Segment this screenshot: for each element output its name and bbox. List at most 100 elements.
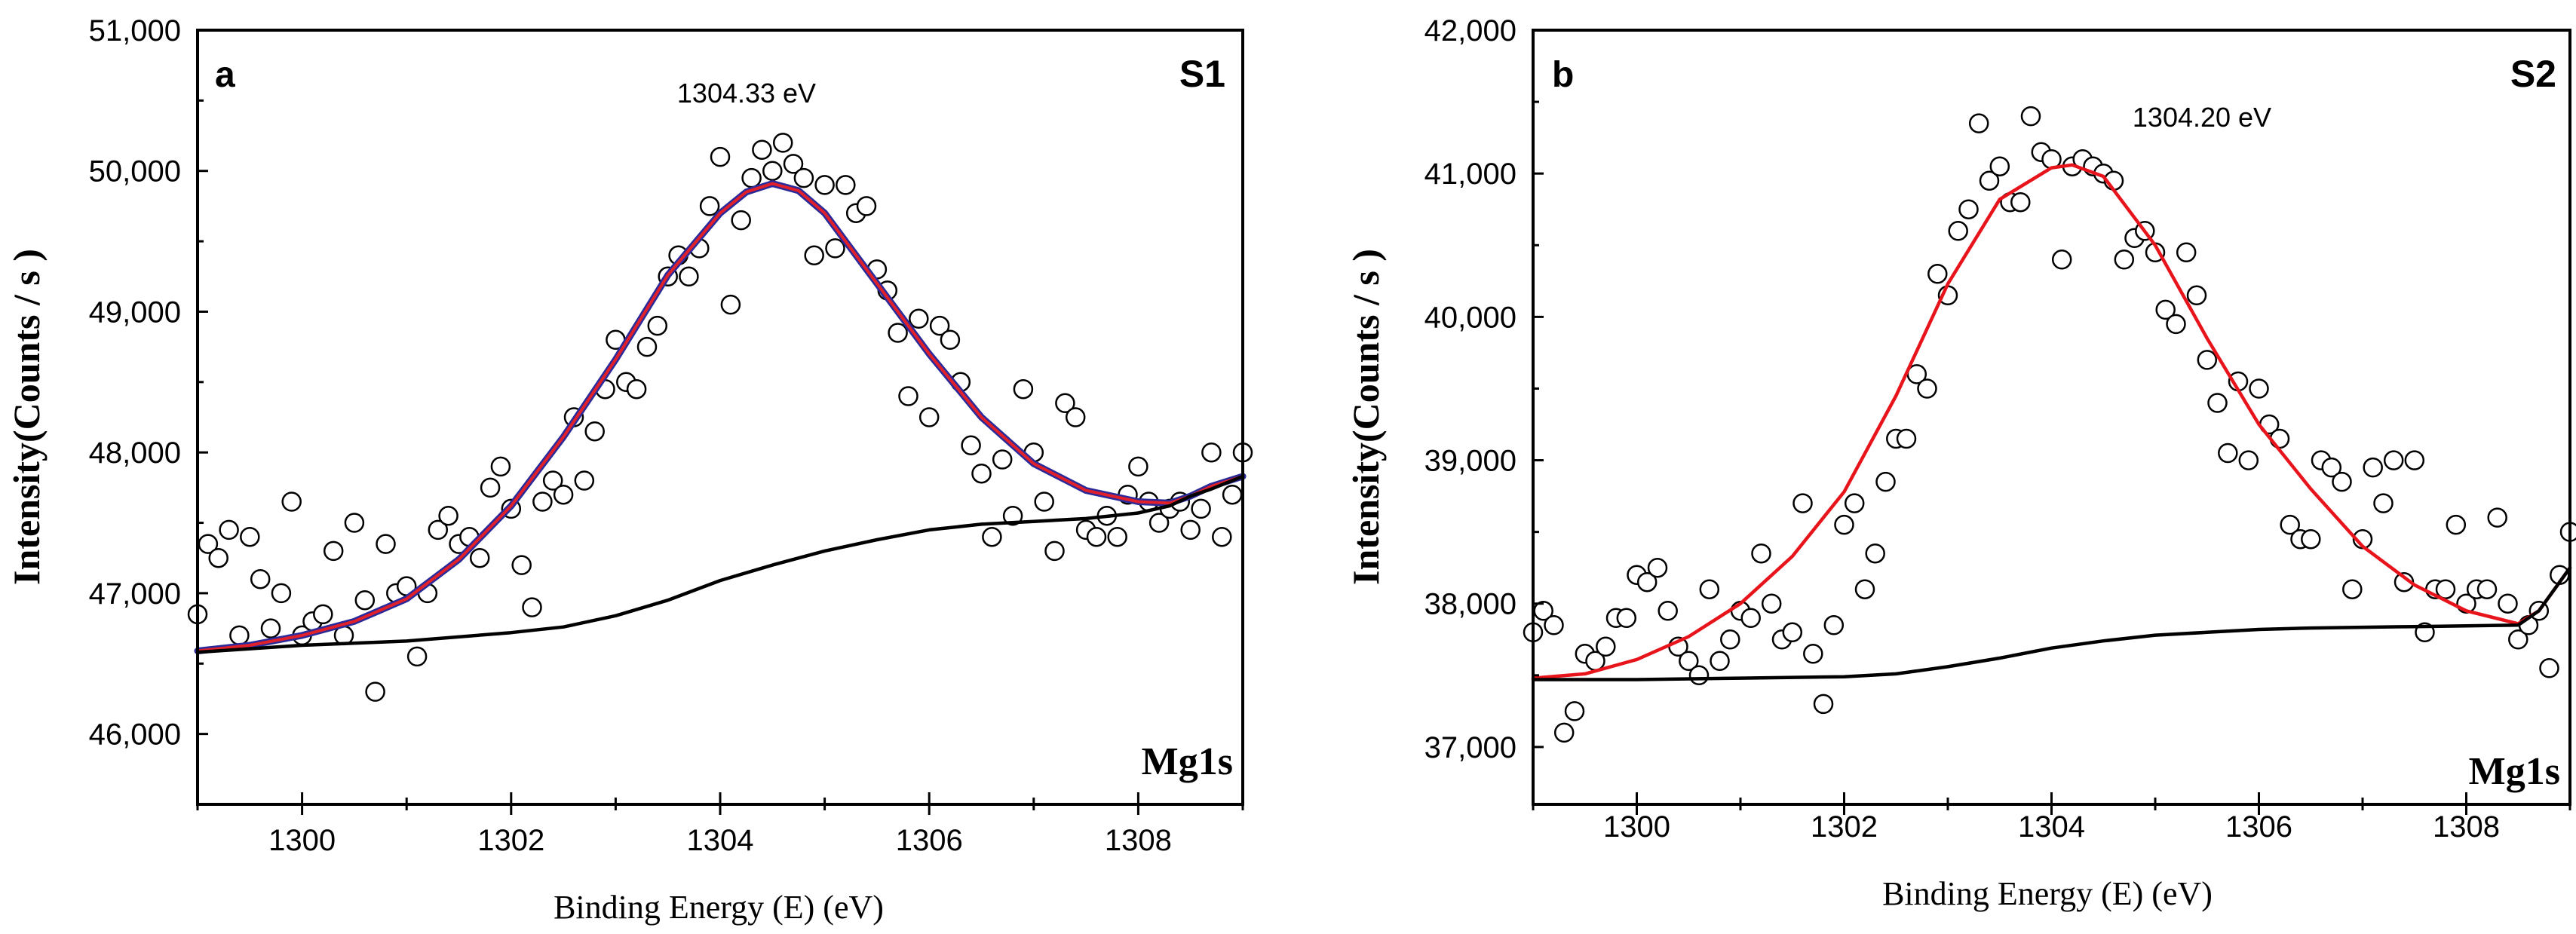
panel-a-data-point [783, 154, 804, 174]
panel-a-data-point [1212, 526, 1232, 547]
panel-b-data-point [2476, 579, 2498, 599]
panel-b-data-point [2539, 658, 2559, 678]
panel-a-data-point [532, 491, 553, 512]
panel-a-data-point [918, 407, 940, 427]
panel-b-data-point [1647, 557, 1668, 578]
panel-a-plot-frame [196, 29, 1244, 806]
panel-a-data-point [825, 238, 845, 259]
panel-a: 46,000 47,000 48,000 49,000 50,000 51,000 1300… [5, 14, 1253, 926]
panel-a-data-point [240, 526, 260, 547]
panel-b-data-point [1865, 543, 1885, 564]
panel-a-data-point [1222, 484, 1243, 505]
panel-b-data-point [1823, 615, 1845, 635]
panel-a-data-point [438, 505, 458, 526]
panel-b-data-point [1792, 493, 1813, 513]
panel-b-data-point [1679, 651, 1699, 672]
panel-a-element-label: Mg1s [1142, 740, 1233, 783]
panel-b-data-point [1616, 608, 1637, 629]
panel-a-data-point [1128, 456, 1148, 477]
panel-b-y-tick-label: 37,000 [1424, 731, 1516, 764]
panel-a-data-point [940, 329, 961, 351]
panel-b-data-point [1720, 629, 1740, 650]
panel-a-data-point [1180, 519, 1201, 540]
panel-a-data-point [344, 513, 365, 533]
panel-a-x-tick-label: 1306 [896, 824, 963, 857]
panel-b-data-point [2176, 242, 2197, 263]
panel-b-data-point [1875, 471, 1896, 492]
panel-b-data-point [2155, 299, 2176, 320]
panel-a-peak-label: 1304.33 eV [677, 78, 816, 109]
panel-a-data-point [313, 604, 333, 625]
panel-b-data-point [1658, 601, 1678, 621]
panel-a-y-tick-label: 50,000 [89, 155, 181, 188]
panel-b-data-point [1844, 493, 1865, 513]
panel-b-data-point [2207, 393, 2228, 413]
panel-a-data-point [574, 470, 595, 491]
panel-b-data-point [1834, 514, 1854, 535]
panel-a-background-line [195, 474, 1245, 654]
panel-a-data-point [511, 555, 532, 575]
panel-a-data-point [856, 196, 877, 216]
panel-b-data-point [1803, 644, 1823, 664]
panel-b-element-label: Mg1s [2469, 750, 2560, 793]
panel-a-data-point [992, 449, 1013, 470]
panel-b-axes: 37,000 38,000 39,000 40,000 41,000 42,000 1300… [1424, 14, 2571, 844]
panel-b-data-point [2321, 457, 2342, 478]
panel-b-data-point [2269, 428, 2290, 449]
panel-a-data-point [982, 526, 1002, 547]
panel-b-data-point [2238, 450, 2259, 470]
panel-b-x-tick-label: 1306 [2225, 810, 2292, 844]
panel-b-data-point [1710, 651, 1730, 672]
panel-a-data-point [1107, 526, 1127, 547]
panel-a-data-point [281, 491, 302, 512]
panel-a-data-point [1044, 540, 1065, 562]
panel-b-data-point [1979, 170, 2000, 191]
panel-a-x-tick-label: 1300 [268, 824, 336, 857]
panel-a-data-point [731, 210, 751, 231]
panel-b-data-point [1917, 378, 1937, 399]
panel-b-y-tick-label: 42,000 [1424, 14, 1516, 47]
panel-b-x-tick-label: 1300 [1603, 810, 1670, 844]
panel-a-data-point [1148, 513, 1170, 533]
panel-a-data-point [720, 294, 741, 315]
panel-b-data-point [2342, 579, 2363, 599]
panel-b-data-point [2186, 285, 2207, 306]
panel-b-data-point [1989, 156, 2010, 176]
panel-a-data-point [1191, 498, 1211, 519]
panel-b-data-point [1751, 543, 1771, 564]
panel-b-peak-label: 1304.20 eV [2133, 102, 2271, 133]
panel-b-data-point [2114, 250, 2135, 270]
panel-b-data-point [2301, 528, 2321, 550]
panel-a-data-point [636, 336, 658, 357]
panel-a-data-point [469, 547, 490, 568]
panel-a-data-point [814, 175, 835, 195]
panel-a-data-point [260, 618, 281, 638]
panel-b-data-point [1854, 579, 1875, 599]
panel-a-data-point [710, 146, 731, 167]
panel-b-data-point [2498, 593, 2518, 614]
panel-a-data-point [480, 477, 501, 498]
panel-b-data-point [2218, 443, 2238, 464]
panel-a-data-point [490, 456, 511, 477]
panel-b-data-point [2435, 579, 2456, 599]
panel-a-data-point [1034, 491, 1054, 512]
panel-b-x-tick-label: 1302 [1811, 810, 1878, 844]
panel-a-data-point [929, 315, 950, 336]
panel-a-y-tick-label: 49,000 [89, 296, 181, 329]
panel-b-data-point [1699, 579, 1720, 599]
panel-b-x-tick-label: 1304 [2018, 810, 2085, 844]
panel-b-y-axis-label: Intensity(Counts / s ) [1345, 249, 1387, 585]
panel-a-data-point [752, 139, 772, 160]
panel-a-sample-label: S1 [1179, 53, 1225, 95]
panel-a-fitted-peak-line [196, 182, 1244, 653]
panel-a-data-point [376, 534, 396, 554]
panel-b-data-point [2166, 314, 2186, 335]
panel-a-y-tick-label: 51,000 [89, 14, 181, 47]
panel-a-data-point [793, 167, 814, 188]
panel-b-data-point [2404, 450, 2425, 470]
panel-b-x-axis-label: Binding Energy (E) (eV) [1882, 875, 2213, 912]
panel-a-data-point [836, 175, 856, 195]
panel-b-letter: b [1552, 55, 1574, 95]
panel-b-data-point [2383, 450, 2404, 470]
